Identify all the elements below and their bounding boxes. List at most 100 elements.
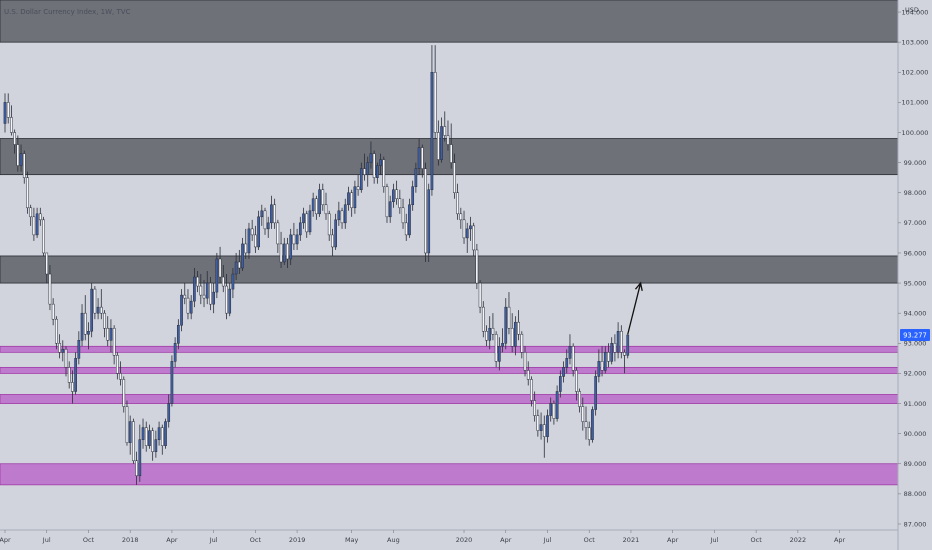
- candle-down: [523, 352, 527, 371]
- candle-up: [35, 213, 39, 236]
- candle-up: [189, 300, 193, 314]
- candle-up: [626, 334, 630, 356]
- candle-down: [462, 219, 466, 239]
- candle-down: [16, 144, 20, 166]
- candle-down: [526, 370, 530, 380]
- time-tick-label: Apr: [667, 536, 679, 544]
- candle-down: [276, 222, 280, 245]
- candle-down: [305, 213, 309, 233]
- candle-down: [533, 400, 536, 416]
- price-tick-label: 100.000: [902, 129, 929, 137]
- candle-up: [193, 276, 196, 302]
- candle-down: [218, 258, 222, 278]
- resistance-zone[interactable]: [0, 255, 899, 284]
- candle-down: [237, 261, 241, 269]
- candle-down: [144, 427, 148, 446]
- candle-down: [71, 382, 74, 392]
- candle-up: [594, 376, 597, 410]
- price-tick-label: 101.000: [902, 99, 929, 107]
- candle-down: [424, 168, 427, 254]
- support-zone[interactable]: [0, 366, 899, 374]
- resistance-zone[interactable]: [0, 0, 899, 43]
- candle-down: [22, 153, 26, 178]
- price-axis[interactable]: 104.000 103.000 102.000 101.000 100.000 99.00…: [898, 8, 928, 528]
- candle-up: [568, 346, 572, 359]
- candle-up: [19, 153, 23, 166]
- price-zones: [0, 0, 899, 486]
- candle-down: [530, 379, 533, 401]
- candle-up: [266, 222, 270, 230]
- candle-down: [244, 243, 248, 254]
- candle-down: [292, 234, 296, 245]
- candle-down: [32, 216, 36, 236]
- candle-down: [279, 243, 283, 263]
- candle-down: [225, 285, 228, 314]
- candle-up: [465, 228, 469, 239]
- candle-up: [247, 228, 251, 254]
- price-tick-label: 91.000: [904, 400, 927, 408]
- candle-down: [571, 346, 575, 371]
- candle-down: [13, 132, 16, 145]
- candle-down: [382, 159, 386, 187]
- price-tick-label: 95.000: [904, 279, 927, 287]
- candle-up: [411, 186, 415, 206]
- candle-up: [549, 403, 553, 416]
- last-price-value: 93.277: [903, 331, 927, 339]
- last-price-label: 93.277: [900, 328, 930, 341]
- candle-up: [282, 243, 286, 263]
- price-tick-label: 87.000: [904, 520, 927, 528]
- candle-up: [215, 258, 219, 293]
- candle-down: [356, 186, 360, 190]
- candle-up: [80, 312, 84, 341]
- last-price-badge: [900, 328, 930, 341]
- candle-up: [347, 192, 350, 206]
- candle-down: [321, 189, 325, 206]
- support-zone[interactable]: [0, 394, 899, 404]
- support-zone[interactable]: [0, 463, 899, 486]
- candle-up: [440, 126, 443, 160]
- candle-up: [501, 343, 504, 347]
- candle-down: [446, 135, 450, 145]
- arrow-head[interactable]: [634, 281, 643, 292]
- candle-down: [363, 168, 366, 175]
- candle-down: [29, 207, 33, 218]
- candle-down: [437, 132, 440, 160]
- candle-up: [128, 421, 132, 443]
- candle-down: [395, 189, 398, 200]
- candle-down: [459, 213, 463, 221]
- candle-down: [449, 144, 453, 163]
- candle-up: [61, 349, 65, 353]
- candle-up: [180, 294, 183, 326]
- candle-down: [401, 207, 405, 224]
- candle-down: [183, 294, 187, 299]
- support-zone[interactable]: [0, 345, 899, 353]
- candle-down: [456, 192, 459, 215]
- candle-up: [270, 204, 273, 224]
- candle-up: [308, 210, 312, 233]
- time-axis[interactable]: Apr Jul Oct 2018 Apr Jul Oct 2019 May Aug 2020 Apr J…: [0, 530, 846, 544]
- candle-down: [202, 294, 206, 299]
- candle-up: [408, 204, 411, 236]
- price-tick-label: 96.000: [904, 249, 927, 257]
- price-tick-label: 99.000: [904, 159, 927, 167]
- candle-down: [151, 430, 155, 452]
- candle-down: [199, 285, 203, 296]
- candle-up: [90, 288, 94, 332]
- candle-down: [103, 312, 106, 329]
- candle-up: [616, 331, 620, 353]
- candle-up: [74, 358, 77, 392]
- candle-down: [196, 276, 199, 287]
- candle-down: [581, 406, 585, 422]
- candle-down: [250, 228, 254, 236]
- price-tick-label: 104.000: [902, 8, 929, 16]
- candle-down: [45, 252, 49, 275]
- candle-down: [254, 234, 257, 248]
- arrow-line[interactable]: [627, 282, 642, 335]
- candle-up: [138, 439, 142, 477]
- candle-up: [591, 409, 594, 440]
- candle-up: [157, 427, 161, 440]
- candle-up: [241, 243, 244, 269]
- price-tick-label: 88.000: [904, 490, 927, 498]
- candle-down: [209, 282, 212, 305]
